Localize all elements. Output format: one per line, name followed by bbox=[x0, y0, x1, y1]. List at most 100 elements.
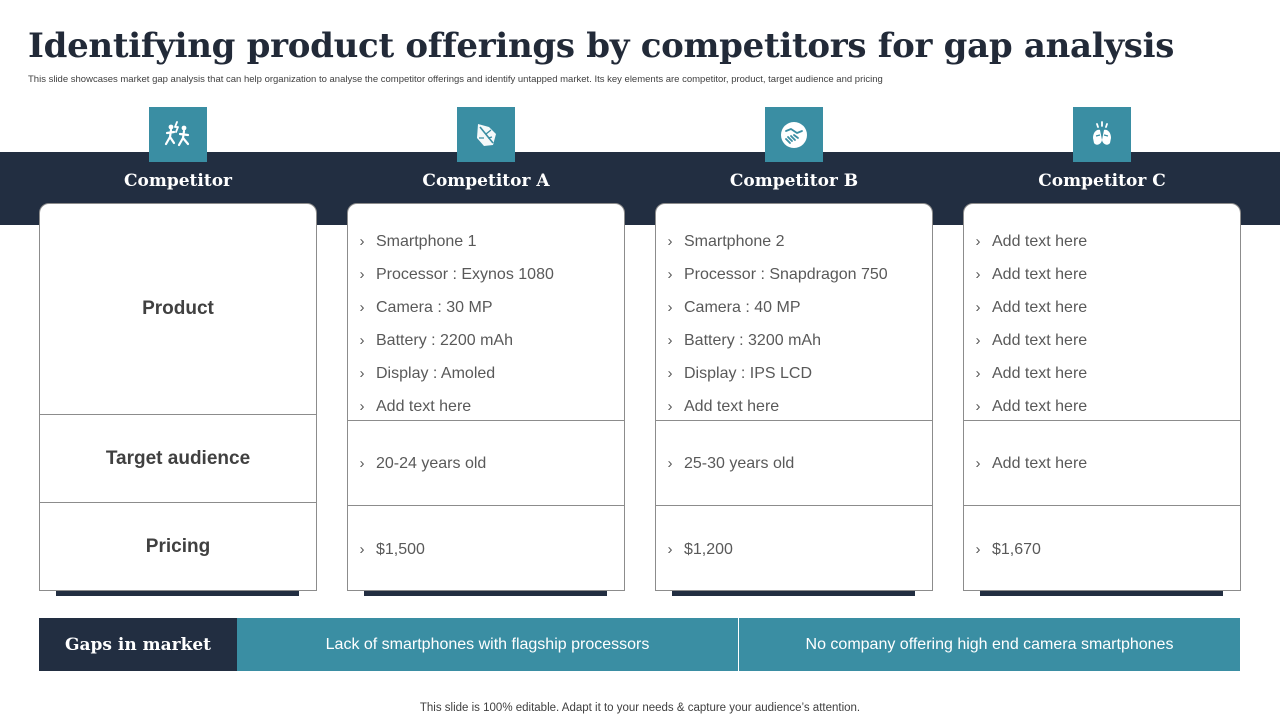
list-item-text: Add text here bbox=[376, 398, 472, 415]
value-text: $1,200 bbox=[684, 541, 733, 558]
list-item: › Add text here bbox=[348, 396, 624, 429]
leaf-icon bbox=[457, 107, 515, 162]
label-card: Product Target audience Pricing bbox=[39, 203, 317, 591]
list-item-text: Processor : Exynos 1080 bbox=[376, 266, 554, 283]
pricing-value: › $1,670 bbox=[964, 539, 1240, 561]
row-label-pricing: Pricing bbox=[145, 535, 211, 557]
list-item: › Display : Amoled bbox=[348, 363, 624, 396]
handshake-circle-icon bbox=[765, 107, 823, 162]
list-item: › Add text here bbox=[964, 231, 1240, 264]
slide-title: Identifying product offerings by competi… bbox=[28, 26, 1175, 66]
list-item: › Smartphone 1 bbox=[348, 231, 624, 264]
team-running-icon bbox=[149, 107, 207, 162]
chevron-right-icon: › bbox=[359, 365, 365, 382]
pricing-value: › $1,200 bbox=[656, 539, 932, 561]
chevron-right-icon: › bbox=[975, 332, 981, 349]
gaps-in-market-bar: Gaps in market Lack of smartphones with … bbox=[39, 618, 1240, 671]
list-item: › Camera : 30 MP bbox=[348, 297, 624, 330]
competitor-c-column: › Add text here › Add text here › Add text … bbox=[963, 0, 1241, 720]
list-item-text: Smartphone 1 bbox=[376, 233, 477, 250]
list-item-text: Display : Amoled bbox=[376, 365, 496, 382]
clapping-hands-icon bbox=[1073, 107, 1131, 162]
list-item: › Add text here bbox=[964, 297, 1240, 330]
list-item-text: Add text here bbox=[992, 266, 1088, 283]
slide-subtitle: This slide showcases market gap analysis… bbox=[28, 74, 883, 85]
chevron-right-icon: › bbox=[667, 365, 673, 382]
value-text: 25-30 years old bbox=[684, 455, 795, 472]
gaps-label: Gaps in market bbox=[39, 618, 237, 671]
list-item: › Add text here bbox=[964, 330, 1240, 363]
row-divider bbox=[39, 414, 317, 415]
list-item: › Smartphone 2 bbox=[656, 231, 932, 264]
list-item: › Add text here bbox=[964, 264, 1240, 297]
list-item-text: Add text here bbox=[992, 398, 1088, 415]
value-text: $1,670 bbox=[992, 541, 1041, 558]
card-bottom-bar bbox=[56, 591, 299, 596]
list-item-text: Add text here bbox=[992, 365, 1088, 382]
list-item: › Processor : Exynos 1080 bbox=[348, 264, 624, 297]
list-item-text: Camera : 40 MP bbox=[684, 299, 801, 316]
list-item-text: Add text here bbox=[992, 299, 1088, 316]
list-item-text: Battery : 3200 mAh bbox=[684, 332, 821, 349]
card-bottom-bar bbox=[364, 591, 607, 596]
row-label-target-audience: Target audience bbox=[105, 447, 251, 469]
column-header-competitor-a: Competitor A bbox=[422, 171, 550, 191]
product-list: › Smartphone 1 › Processor : Exynos 1080 ›… bbox=[348, 231, 624, 429]
value-text: 20-24 years old bbox=[376, 455, 487, 472]
chevron-right-icon: › bbox=[975, 266, 981, 283]
chevron-right-icon: › bbox=[359, 455, 365, 472]
chevron-right-icon: › bbox=[667, 299, 673, 316]
row-divider bbox=[347, 505, 625, 506]
chevron-right-icon: › bbox=[667, 541, 673, 558]
list-item: › Add text here bbox=[656, 396, 932, 429]
column-header-competitor: Competitor bbox=[123, 171, 233, 191]
product-list: › Add text here › Add text here › Add text … bbox=[964, 231, 1240, 429]
footer-note: This slide is 100% editable. Adapt it to… bbox=[419, 702, 861, 714]
competitor-b-card: › Smartphone 2 › Processor : Snapdragon 75… bbox=[655, 203, 933, 591]
list-item-text: Add text here bbox=[992, 332, 1088, 349]
row-divider bbox=[655, 505, 933, 506]
list-item: › Battery : 2200 mAh bbox=[348, 330, 624, 363]
value-text: $1,500 bbox=[376, 541, 425, 558]
pricing-value: › $1,500 bbox=[348, 539, 624, 561]
chevron-right-icon: › bbox=[359, 332, 365, 349]
chevron-right-icon: › bbox=[359, 299, 365, 316]
card-bottom-bar bbox=[672, 591, 915, 596]
competitor-a-column: › Smartphone 1 › Processor : Exynos 1080 ›… bbox=[347, 0, 625, 720]
row-divider bbox=[963, 505, 1241, 506]
row-divider bbox=[655, 420, 933, 421]
list-item-text: Add text here bbox=[992, 233, 1088, 250]
card-bottom-bar bbox=[980, 591, 1223, 596]
chevron-right-icon: › bbox=[667, 332, 673, 349]
competitor-a-card: › Smartphone 1 › Processor : Exynos 1080 ›… bbox=[347, 203, 625, 591]
row-label-product: Product bbox=[142, 298, 214, 319]
chevron-right-icon: › bbox=[667, 398, 673, 415]
product-list: › Smartphone 2 › Processor : Snapdragon 75… bbox=[656, 231, 932, 429]
chevron-right-icon: › bbox=[667, 266, 673, 283]
competitor-b-column: › Smartphone 2 › Processor : Snapdragon 75… bbox=[655, 0, 933, 720]
chevron-right-icon: › bbox=[359, 541, 365, 558]
target-audience-value: › 25-30 years old bbox=[656, 453, 932, 475]
list-item-text: Add text here bbox=[684, 398, 780, 415]
list-item: › Battery : 3200 mAh bbox=[656, 330, 932, 363]
chevron-right-icon: › bbox=[975, 365, 981, 382]
chevron-right-icon: › bbox=[975, 455, 981, 472]
list-item-text: Display : IPS LCD bbox=[684, 365, 813, 382]
chevron-right-icon: › bbox=[975, 233, 981, 250]
list-item: › Add text here bbox=[964, 396, 1240, 429]
chevron-right-icon: › bbox=[359, 233, 365, 250]
list-item-text: Camera : 30 MP bbox=[376, 299, 493, 316]
chevron-right-icon: › bbox=[359, 398, 365, 415]
row-divider bbox=[39, 502, 317, 503]
competitor-label-column: Product Target audience Pricing Competit… bbox=[39, 0, 317, 720]
row-divider bbox=[963, 420, 1241, 421]
row-divider bbox=[347, 420, 625, 421]
list-item-text: Smartphone 2 bbox=[684, 233, 785, 250]
chevron-right-icon: › bbox=[667, 233, 673, 250]
column-header-competitor-c: Competitor C bbox=[1038, 171, 1166, 191]
target-audience-value: › 20-24 years old bbox=[348, 453, 624, 475]
list-item: › Add text here bbox=[964, 363, 1240, 396]
chevron-right-icon: › bbox=[975, 299, 981, 316]
chevron-right-icon: › bbox=[359, 266, 365, 283]
list-item-text: Processor : Snapdragon 750 bbox=[684, 266, 888, 283]
